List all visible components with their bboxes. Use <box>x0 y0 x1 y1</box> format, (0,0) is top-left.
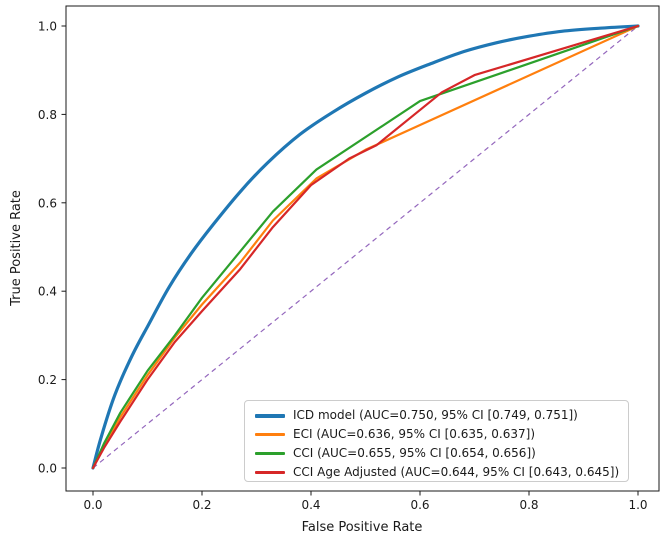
legend-item-cci-age-adjusted: CCI Age Adjusted (AUC=0.644, 95% CI [0.6… <box>255 463 619 482</box>
curve-cci <box>91 24 640 470</box>
legend-line-swatch-eci <box>255 433 285 436</box>
y-tick-label: 0.8 <box>38 108 57 122</box>
y-tick-label: 1.0 <box>38 20 57 34</box>
legend-item-icd-model: ICD model (AUC=0.750, 95% CI [0.749, 0.7… <box>255 406 619 425</box>
legend: ICD model (AUC=0.750, 95% CI [0.749, 0.7… <box>244 400 630 482</box>
legend-line-swatch-cci <box>255 452 285 455</box>
curve-icd-model <box>91 24 640 470</box>
y-tick-label: 0.4 <box>38 285 57 299</box>
plot-border <box>65 5 660 492</box>
x-tick-label: 0.2 <box>192 498 211 512</box>
legend-line-swatch-icd-model <box>255 413 285 418</box>
x-tick-label: 0.8 <box>519 498 538 512</box>
legend-line-swatch-cci-age-adjusted <box>255 471 285 474</box>
legend-label-cci: CCI (AUC=0.655, 95% CI [0.654, 0.656]) <box>293 446 536 460</box>
legend-item-cci: CCI (AUC=0.655, 95% CI [0.654, 0.656]) <box>255 444 619 463</box>
curve-cci-age-adjusted <box>91 24 640 470</box>
x-axis-label: False Positive Rate <box>302 520 423 535</box>
legend-label-icd-model: ICD model (AUC=0.750, 95% CI [0.749, 0.7… <box>293 408 578 422</box>
x-tick-label: 0.4 <box>301 498 320 512</box>
y-tick-label: 0.2 <box>38 373 57 387</box>
y-tick-label: 0.6 <box>38 196 57 210</box>
x-tick-label: 0.0 <box>83 498 102 512</box>
x-tick-label: 0.6 <box>410 498 429 512</box>
legend-label-cci-age-adjusted: CCI Age Adjusted (AUC=0.644, 95% CI [0.6… <box>293 465 620 479</box>
y-axis-label: True Positive Rate <box>9 190 24 307</box>
y-tick-label: 0.0 <box>38 462 57 476</box>
legend-label-eci: ECI (AUC=0.636, 95% CI [0.635, 0.637]) <box>293 427 536 441</box>
x-tick-label: 1.0 <box>628 498 647 512</box>
legend-item-eci: ECI (AUC=0.636, 95% CI [0.635, 0.637]) <box>255 425 619 444</box>
